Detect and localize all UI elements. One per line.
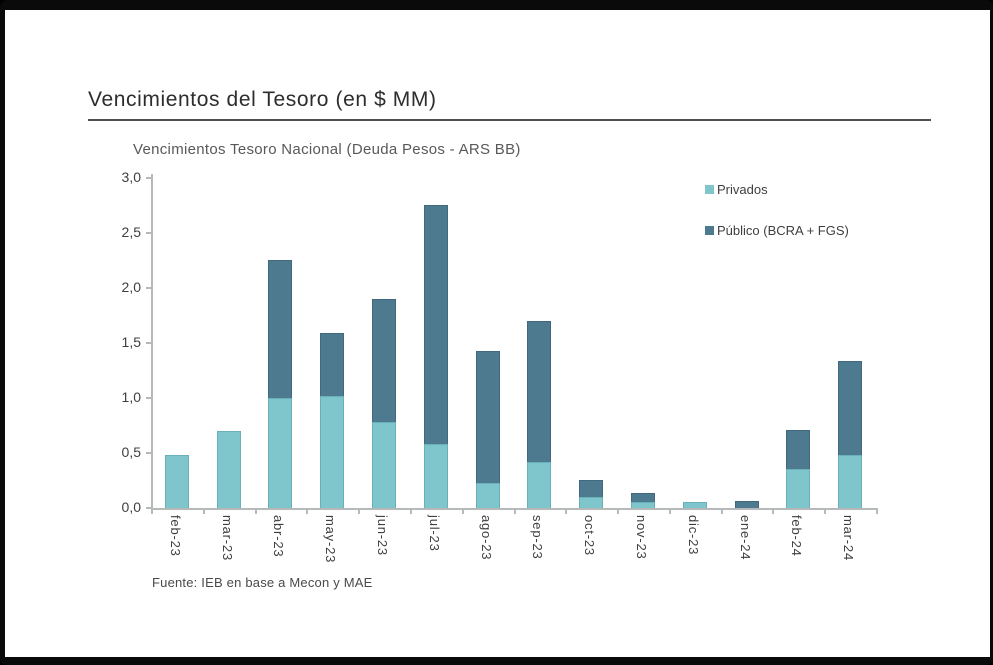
x-axis-tick — [617, 510, 619, 514]
y-axis-tick-label: 1,5 — [121, 334, 141, 350]
x-axis-category-label: may-23 — [323, 515, 338, 564]
y-axis-tick — [146, 452, 151, 454]
bar-segment-publico — [786, 430, 810, 469]
bar-segment-privados — [372, 422, 396, 508]
y-axis-tick-label: 0,0 — [121, 499, 141, 515]
legend-label-publico: Público (BCRA + FGS) — [717, 223, 849, 238]
bar-segment-privados — [424, 444, 448, 508]
x-axis-tick — [151, 510, 153, 514]
x-axis-tick — [255, 510, 257, 514]
x-axis-tick — [565, 510, 567, 514]
x-axis-category-label: ene-24 — [738, 515, 753, 561]
y-axis-tick-label: 3,0 — [121, 169, 141, 185]
bar-chart-plot-area: 0,0 0,5 1,0 1,5 2,0 2,5 3,0 feb-23 mar-23 abr-23 m… — [5, 10, 993, 657]
x-axis-category-label: oct-23 — [582, 515, 597, 556]
x-axis-tick — [203, 510, 205, 514]
page-title: Vencimientos del Tesoro (en $ MM) — [88, 88, 437, 111]
bar-segment-privados — [476, 483, 500, 508]
chart-title: Vencimientos Tesoro Nacional (Deuda Peso… — [133, 141, 521, 158]
legend-marker-publico-icon — [705, 226, 714, 235]
bar-segment-publico — [838, 361, 862, 455]
bar-segment-privados — [320, 396, 344, 508]
x-axis-line — [151, 508, 878, 510]
y-axis-tick-label: 2,0 — [121, 279, 141, 295]
bar-segment-publico — [527, 321, 551, 462]
bar-segment-privados — [268, 398, 292, 508]
x-axis-category-label: jun-23 — [375, 515, 390, 556]
bar-segment-publico — [372, 299, 396, 422]
bar-segment-privados — [786, 469, 810, 508]
y-axis-tick-label: 1,0 — [121, 389, 141, 405]
bar-segment-privados — [527, 462, 551, 508]
bar-segment-publico — [631, 493, 655, 502]
x-axis-category-label: nov-23 — [634, 515, 649, 560]
legend-item-publico: Público (BCRA + FGS) — [705, 223, 849, 238]
x-axis-tick — [410, 510, 412, 514]
bar-segment-privados — [165, 455, 189, 508]
x-axis-tick — [514, 510, 516, 514]
x-axis-tick — [772, 510, 774, 514]
x-axis-tick — [358, 510, 360, 514]
bar-segment-privados — [683, 502, 707, 508]
y-axis-tick — [146, 232, 151, 234]
y-axis-tick-label: 0,5 — [121, 444, 141, 460]
x-axis-category-label: mar-24 — [841, 515, 856, 561]
x-axis-category-label: mar-23 — [220, 515, 235, 561]
x-axis-category-label: dic-23 — [686, 515, 701, 556]
bar-segment-publico — [579, 480, 603, 497]
x-axis-tick — [876, 510, 878, 514]
legend-marker-privados-icon — [705, 185, 714, 194]
bar-segment-privados — [217, 431, 241, 508]
x-axis-category-label: feb-23 — [168, 515, 183, 557]
x-axis-tick — [721, 510, 723, 514]
x-axis-tick — [669, 510, 671, 514]
x-axis-tick — [462, 510, 464, 514]
bar-segment-publico — [476, 351, 500, 483]
bar-segment-privados — [838, 455, 862, 508]
x-axis-category-label: sep-23 — [530, 515, 545, 560]
y-axis-tick — [146, 177, 151, 179]
y-axis-tick — [146, 507, 151, 509]
x-axis-category-label: abr-23 — [271, 515, 286, 558]
bar-segment-privados — [631, 502, 655, 508]
x-axis-category-label: ago-23 — [479, 515, 494, 561]
bar-segment-publico — [268, 260, 292, 398]
y-axis-tick — [146, 287, 151, 289]
y-axis-tick — [146, 397, 151, 399]
y-axis-tick — [146, 342, 151, 344]
legend-label-privados: Privados — [717, 182, 768, 197]
bar-segment-publico — [320, 333, 344, 396]
bar-segment-publico — [735, 501, 759, 508]
bar-segment-privados — [579, 497, 603, 508]
bar-segment-publico — [424, 205, 448, 444]
legend-item-privados: Privados — [705, 182, 768, 197]
source-note: Fuente: IEB en base a Mecon y MAE — [152, 575, 373, 590]
x-axis-category-label: feb-24 — [789, 515, 804, 557]
x-axis-category-label: jul-23 — [427, 515, 442, 552]
x-axis-tick — [824, 510, 826, 514]
y-axis-tick-label: 2,5 — [121, 224, 141, 240]
title-underline — [88, 119, 931, 121]
x-axis-tick — [306, 510, 308, 514]
y-axis-line — [151, 174, 153, 510]
